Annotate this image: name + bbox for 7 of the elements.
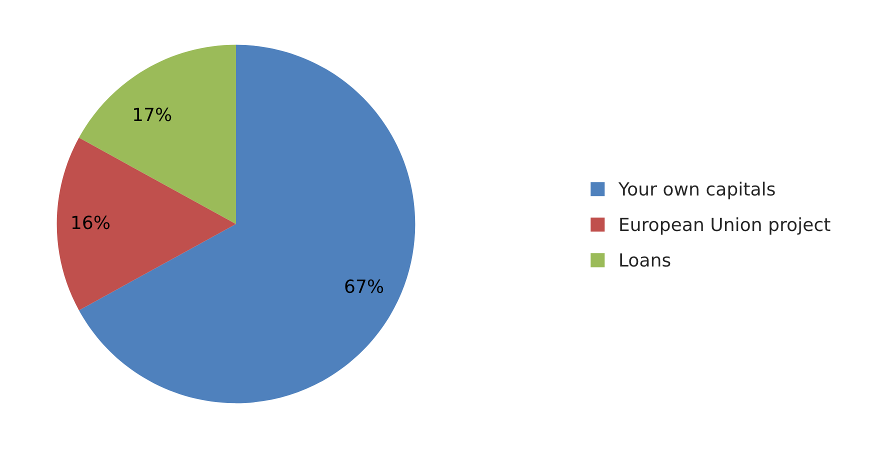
data-label: 16% <box>72 216 110 230</box>
pie-slice <box>56 138 236 310</box>
legend-label: Loans <box>620 253 670 267</box>
legend-label: European Union project <box>620 217 830 235</box>
data-label: 67% <box>345 279 384 294</box>
legend-label: Your own capitals <box>618 182 775 200</box>
data-label: 17% <box>134 108 172 122</box>
